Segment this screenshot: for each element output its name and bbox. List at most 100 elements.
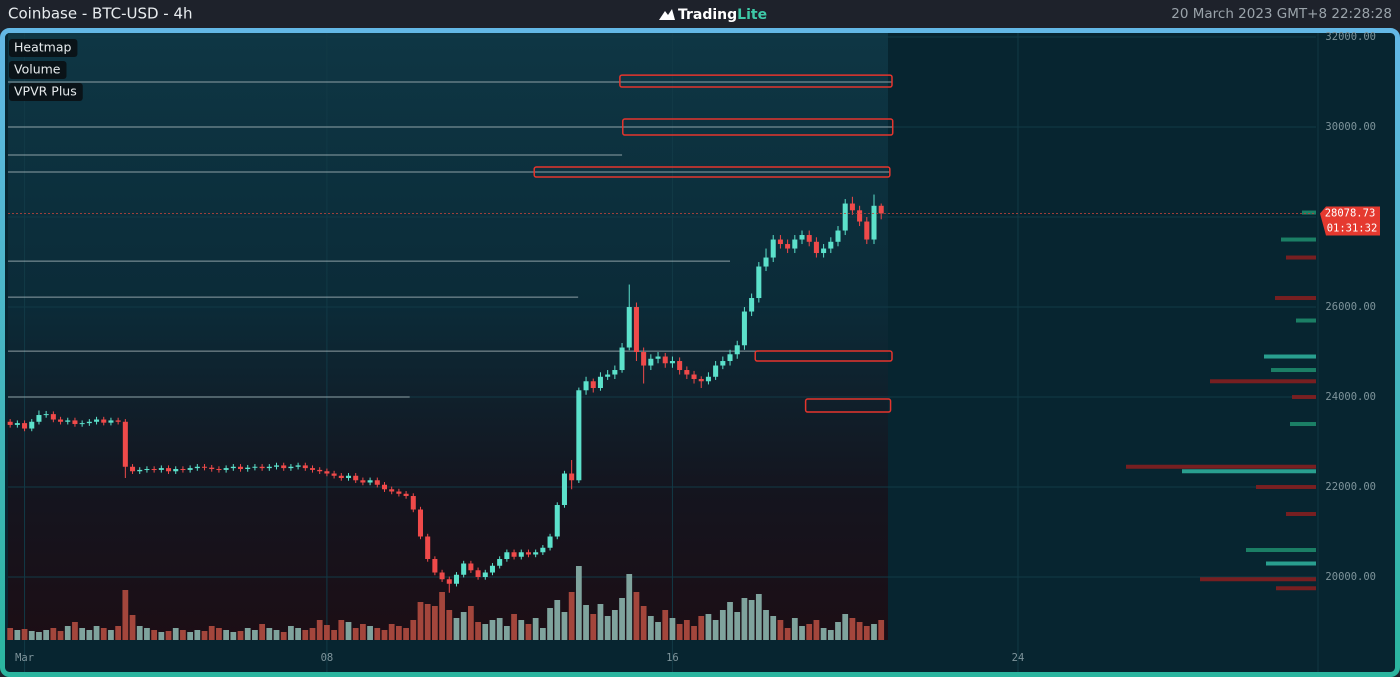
candle-body [576,390,582,481]
candle-body [36,415,42,422]
highlight-box [804,398,892,413]
volume-bar [388,624,395,640]
candle-body [252,466,258,468]
candle-body [821,248,827,254]
layer-button[interactable]: Heatmap [9,39,78,57]
y-tick-label: 30000.00 [1325,121,1376,133]
candle-body [22,423,28,429]
candle-body [669,361,675,364]
profile-bar [1200,577,1316,582]
volume-bar [338,620,345,640]
layer-button-label: VPVR Plus [14,84,77,99]
candle-body [281,465,287,469]
candle-body [360,480,366,483]
candle-body [842,203,848,231]
volume-bar [547,608,553,640]
candle-body [533,552,539,555]
volume-bar [827,630,834,640]
candle-body [29,421,35,429]
volume-bar [43,630,50,640]
candle-body [785,244,791,249]
candle-body [396,491,402,494]
candle-body [583,381,589,391]
candle-body [266,466,272,469]
x-tick-label: Mar [15,652,34,664]
candle-body [641,352,647,366]
layer-button-label: Volume [14,62,61,77]
volume-bar [604,616,611,640]
volume-bar [597,604,604,640]
volume-bar [856,622,863,640]
profile-bar [1256,485,1316,490]
candle-body [777,239,783,245]
candle-body [144,469,150,471]
candle-body [770,239,776,258]
candle-body [619,347,625,371]
layer-button-bg [9,39,78,57]
volume-bar [64,626,71,640]
volume-bar [669,618,676,640]
volume-bar [331,630,337,640]
volume-bar [777,620,784,640]
candle-body [648,358,654,366]
candle-body [338,475,344,479]
volume-bar [763,610,769,640]
volume-bar [14,630,21,640]
x-tick-label: 16 [666,652,679,664]
candle-body [108,420,114,423]
candle-body [561,473,567,506]
profile-bar [1126,464,1316,469]
volume-bar [539,628,546,640]
volume-bar [712,620,719,640]
candle-body [540,547,546,553]
logo-main: Trading [678,7,737,23]
candle-body [425,536,431,560]
volume-bar [288,626,294,640]
volume-bar [705,614,712,640]
volume-bar [489,620,496,640]
volume-bar [784,628,791,640]
volume-bar [410,620,417,640]
volume-bar [280,632,287,640]
volume-bar [741,598,748,640]
volume-bar [345,622,352,640]
header-bar [0,0,1400,28]
profile-bar [1246,548,1316,553]
candle-body [806,235,812,242]
candle-body [605,374,611,377]
countdown-label: 01:31:32 [1327,222,1378,234]
candle-body [43,414,49,416]
volume-bar [503,626,510,640]
candle-body [741,311,747,346]
candle-body [403,493,409,497]
candle-body [353,475,359,481]
volume-bar [525,624,532,640]
layer-button-bg [9,61,67,79]
y-tick-label: 26000.00 [1325,301,1376,313]
volume-bar [655,622,661,640]
last-price-label: 28078.73 [1325,207,1376,219]
profile-bar [1296,318,1316,323]
volume-bar [727,602,733,640]
candle-body [209,467,215,470]
volume-bar [676,624,683,640]
volume-bar [57,631,64,640]
highlight-box [533,166,891,178]
volume-bar [295,628,301,640]
profile-bar [1182,469,1316,474]
volume-bar [467,606,474,640]
volume-bar [453,618,460,640]
volume-bar [554,600,561,640]
candle-body [878,205,884,214]
volume-bar [36,632,42,640]
candle-body [554,505,560,537]
layer-button[interactable]: VPVR Plus [9,83,83,101]
volume-bar [842,614,849,640]
volume-bar [237,631,244,640]
y-tick-label: 24000.00 [1325,391,1376,403]
layer-button[interactable]: Volume [9,61,67,79]
volume-bar [633,592,640,640]
candle-body [374,480,380,485]
volume-bar [691,626,697,640]
